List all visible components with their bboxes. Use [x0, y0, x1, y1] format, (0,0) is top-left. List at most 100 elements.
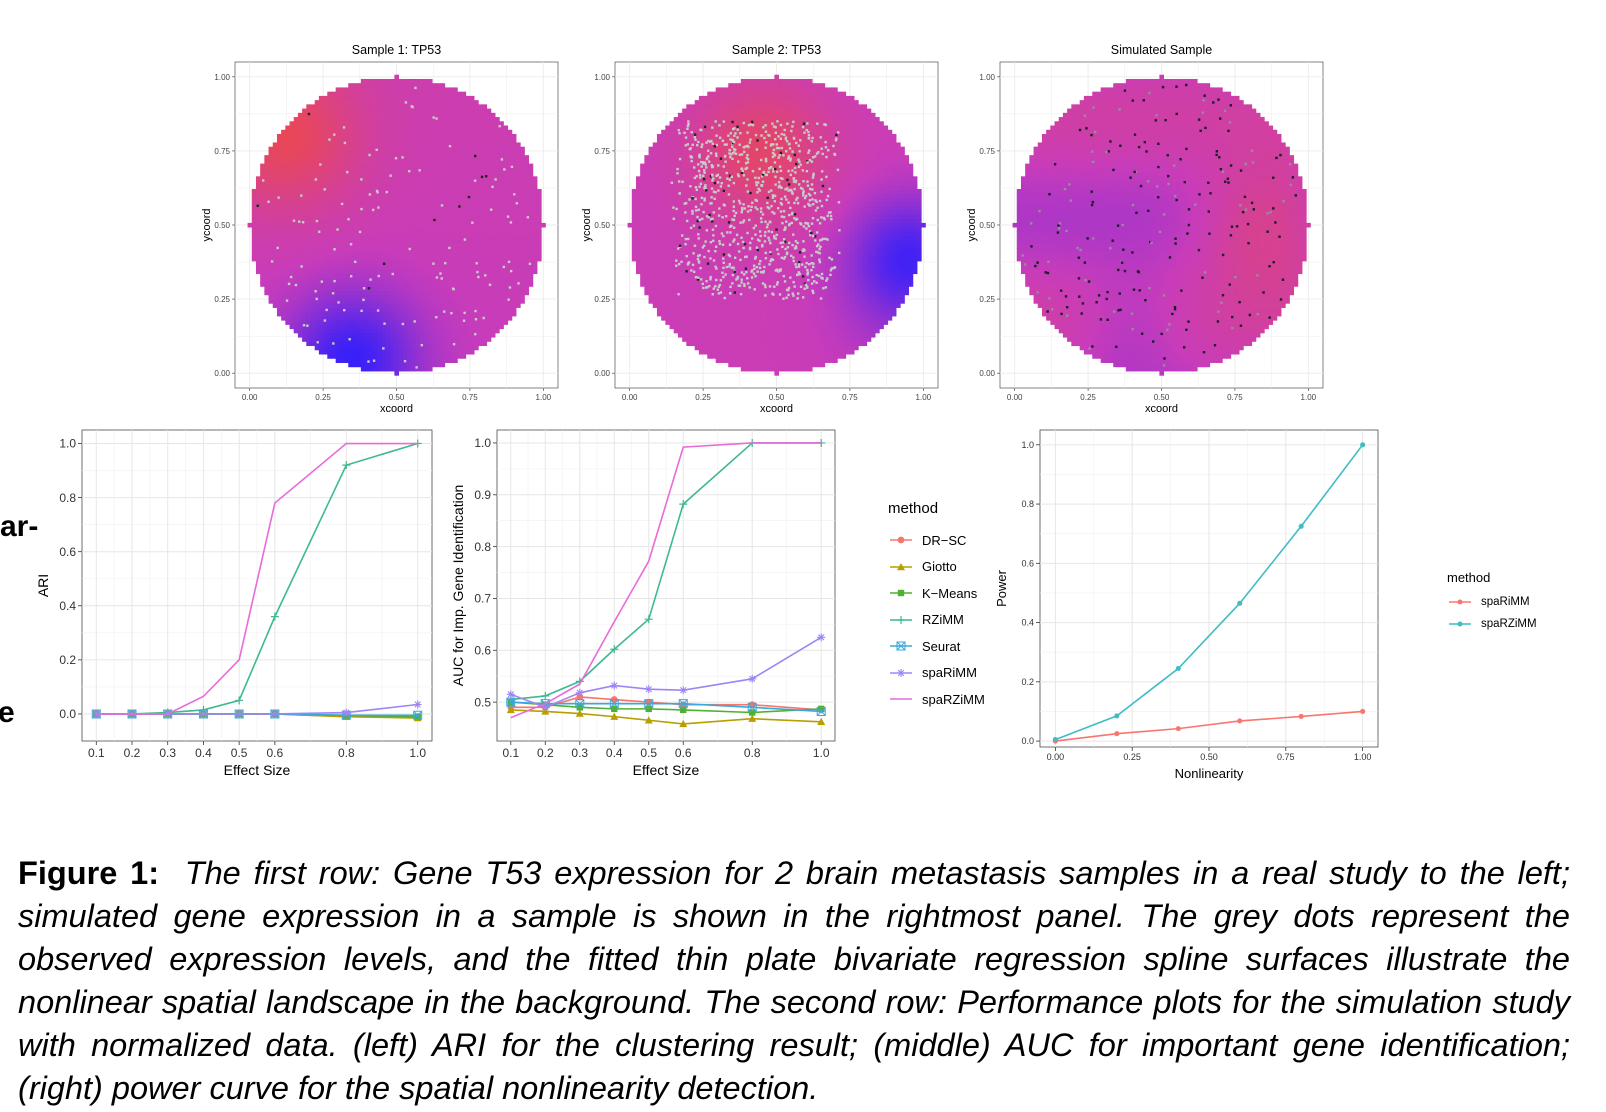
- x-tick-label: 1.00: [916, 393, 932, 402]
- legend-label: K−Means: [922, 585, 978, 601]
- data-point: [575, 709, 584, 717]
- series-line: [510, 709, 822, 725]
- data-point: [816, 706, 826, 716]
- spatial-panel-sample-1: Sample 1: TP53 0.00 0.25 0.50 0.75 1.00 0.00 0.…: [200, 40, 580, 420]
- x-tick-label: 1.00: [536, 393, 552, 402]
- legend-key: [890, 698, 912, 701]
- data-point: [897, 590, 905, 597]
- x-tick-label: 1.00: [1354, 752, 1372, 762]
- data-point: [679, 500, 688, 509]
- y-tick-label: 0.50: [594, 221, 610, 230]
- x-tick-label: 0.25: [1080, 393, 1096, 402]
- series-line: [510, 636, 822, 709]
- y-tick-label: 0.75: [979, 147, 995, 156]
- y-axis-label: Power: [994, 569, 1009, 607]
- y-axis-label: AUC for Imp. Gene Identification: [450, 485, 466, 687]
- spatial-panel-sample-2: Sample 2: TP53 0.00 0.25 0.50 0.75 1.00 0.00 0.…: [580, 40, 960, 420]
- data-point: [541, 691, 550, 700]
- x-tick-label: 0.00: [1047, 752, 1065, 762]
- legend-title: method: [1447, 570, 1491, 585]
- data-point: [644, 615, 653, 624]
- power-chart: 0.00 0.25 0.50 0.75 1.00 0.0 0.2 0.4 0.6 0.8 1.0 No…: [994, 425, 1400, 810]
- y-tick-label: 0.0: [1021, 736, 1034, 746]
- y-tick-label: 0.5: [474, 695, 491, 709]
- chart-svg: 0.00 0.25 0.50 0.75 1.00 0.0 0.2 0.4 0.6 0.8 1.0 No…: [994, 429, 1379, 781]
- x-tick-label: 0.6: [675, 746, 692, 760]
- data-point: [1175, 726, 1181, 732]
- x-tick-label: 0.4: [195, 746, 212, 760]
- legend-label: spaRZiMM: [922, 691, 985, 707]
- data-point: [679, 686, 688, 695]
- data-point: [610, 712, 619, 720]
- data-point: [414, 713, 421, 720]
- data-point: [897, 536, 905, 544]
- series-line: [1055, 444, 1364, 741]
- ari-chart: 0.1 0.2 0.3 0.4 0.5 0.6 0.8 1.0 0.0 0.2 0.4 0.6 0.8 1…: [30, 425, 450, 810]
- y-tick-label: 1.00: [214, 73, 230, 82]
- x-tick-label: 0.75: [842, 393, 858, 402]
- legend-key: [1449, 599, 1471, 605]
- data-point: [645, 705, 652, 713]
- data-point: [747, 702, 757, 712]
- legend-key: [1449, 621, 1471, 627]
- data-point: [897, 562, 905, 570]
- y-tick-label: 0.0: [59, 707, 76, 721]
- legend-label: spaRZiMM: [1481, 618, 1537, 630]
- y-axis-label: ycoord: [966, 208, 978, 241]
- legend-key: [890, 641, 912, 651]
- y-tick-label: 0.6: [474, 643, 491, 657]
- data-point: [541, 703, 550, 712]
- data-point: [817, 717, 826, 726]
- data-point: [1052, 737, 1058, 743]
- x-tick-label: 0.50: [389, 393, 405, 402]
- x-tick-label: 1.0: [409, 746, 426, 760]
- data-point: [270, 709, 279, 718]
- data-point: [506, 705, 515, 714]
- x-axis-label: Effect Size: [224, 762, 291, 778]
- x-tick-label: 0.2: [537, 746, 554, 760]
- spatial-panel-simulated: Simulated Sample 0.00 0.25 0.50 0.75 1.00 0.00…: [965, 40, 1345, 420]
- x-tick-label: 0.2: [124, 746, 141, 760]
- x-axis-label: Nonlinearity: [1175, 766, 1244, 781]
- legend-key: [890, 562, 912, 570]
- data-point: [270, 612, 279, 621]
- data-point: [1114, 713, 1120, 719]
- y-tick-label: 0.25: [214, 295, 230, 304]
- series-line: [510, 442, 822, 719]
- chart-svg: 0.1 0.2 0.3 0.4 0.5 0.6 0.8 1.0 0.5 0.6 0.7 0.8 0.9 1…: [450, 429, 836, 778]
- y-tick-label: 0.9: [474, 488, 491, 502]
- x-tick-label: 0.8: [744, 746, 761, 760]
- x-tick-label: 0.75: [462, 393, 478, 402]
- data-point: [680, 706, 687, 714]
- legend-item: spaRZiMM: [888, 686, 985, 713]
- x-axis-label: xcoord: [380, 403, 413, 415]
- y-tick-label: 0.75: [594, 147, 610, 156]
- x-tick-label: 0.00: [622, 393, 638, 402]
- surface-grid: [247, 74, 546, 376]
- data-point: [609, 699, 619, 709]
- data-point: [575, 699, 585, 709]
- data-point: [748, 714, 757, 722]
- legend-label: spaRiMM: [1481, 596, 1530, 608]
- x-tick-label: 0.50: [1200, 752, 1218, 762]
- data-point: [92, 709, 101, 718]
- data-point: [644, 685, 653, 694]
- x-tick-label: 0.25: [315, 393, 331, 402]
- data-point: [1298, 523, 1304, 529]
- observed-dots: [256, 86, 532, 369]
- x-tick-label: 0.00: [242, 393, 258, 402]
- x-axis-label: Effect Size: [633, 762, 700, 778]
- x-tick-label: 0.75: [1227, 393, 1243, 402]
- data-point: [611, 705, 618, 713]
- legend-item: DR−SC: [888, 527, 985, 554]
- data-point: [610, 681, 619, 690]
- y-tick-label: 0.00: [214, 369, 230, 378]
- spatial-title: Simulated Sample: [1111, 43, 1212, 57]
- data-point: [342, 461, 351, 470]
- y-tick-label: 1.0: [474, 436, 491, 450]
- data-point: [896, 641, 906, 651]
- x-tick-label: 0.3: [159, 746, 176, 760]
- spatial-title: Sample 1: TP53: [352, 43, 441, 57]
- y-tick-label: 0.75: [214, 147, 230, 156]
- y-tick-label: 0.8: [59, 491, 76, 505]
